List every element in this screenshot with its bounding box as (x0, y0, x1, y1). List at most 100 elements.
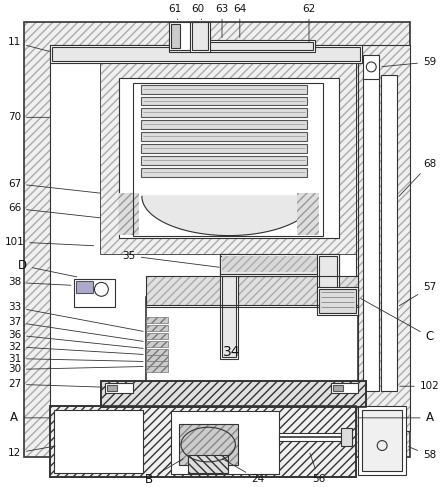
Bar (358, 45, 410, 431)
Text: 38: 38 (8, 278, 71, 287)
Text: 36: 36 (8, 330, 143, 348)
Bar (319, 289, 357, 313)
Text: 31: 31 (8, 354, 143, 364)
Bar (119, 78, 339, 238)
Text: 67: 67 (8, 179, 101, 193)
Text: 27: 27 (8, 379, 103, 389)
Text: 68: 68 (399, 159, 436, 196)
Bar (363, 75, 379, 391)
Text: B: B (145, 459, 183, 486)
Bar (220, 254, 238, 358)
Text: A: A (10, 412, 51, 424)
Bar (24, 22, 410, 457)
Bar (331, 383, 358, 393)
Bar (178, 424, 238, 465)
Bar (54, 410, 143, 473)
Bar (169, 40, 315, 52)
Bar (319, 256, 337, 308)
Text: 62: 62 (302, 3, 316, 42)
Text: 37: 37 (8, 317, 143, 341)
Bar (381, 75, 397, 391)
Bar (358, 45, 410, 431)
Bar (141, 120, 307, 129)
Bar (141, 168, 307, 177)
Bar (333, 385, 343, 391)
Bar (363, 55, 379, 79)
Text: 102: 102 (400, 381, 440, 391)
Bar (146, 360, 168, 366)
Bar (141, 132, 307, 141)
Bar (119, 193, 139, 235)
Text: 24: 24 (222, 459, 264, 484)
Text: D: D (18, 259, 77, 277)
Bar (141, 85, 307, 94)
Bar (101, 60, 357, 254)
Bar (317, 254, 339, 308)
Bar (220, 256, 337, 274)
Bar (101, 60, 357, 254)
Bar (169, 22, 198, 50)
Bar (341, 428, 353, 446)
Bar (362, 410, 402, 471)
Polygon shape (142, 196, 316, 236)
Bar (170, 411, 279, 474)
Bar (146, 333, 168, 339)
Bar (74, 280, 115, 307)
Bar (146, 366, 168, 373)
Text: 60: 60 (192, 3, 205, 20)
Bar (178, 424, 238, 465)
Bar (317, 287, 358, 315)
Bar (279, 432, 347, 441)
Text: 66: 66 (8, 203, 101, 218)
Text: 63: 63 (215, 3, 229, 37)
Bar (50, 45, 362, 63)
Text: 35: 35 (123, 251, 219, 267)
Bar (107, 385, 117, 391)
Bar (146, 349, 168, 355)
Bar (133, 83, 323, 236)
Text: 64: 64 (233, 3, 246, 37)
Text: 101: 101 (4, 237, 94, 247)
Bar (358, 406, 406, 475)
Bar (105, 383, 133, 393)
Text: 33: 33 (8, 302, 143, 331)
Text: 59: 59 (382, 57, 436, 67)
Bar (50, 406, 357, 477)
Bar (141, 156, 307, 165)
Bar (101, 381, 366, 407)
Bar (170, 24, 180, 48)
Bar (188, 455, 228, 473)
Text: 56: 56 (310, 453, 325, 484)
Bar (146, 355, 168, 360)
Text: 61: 61 (168, 3, 181, 20)
Bar (146, 325, 168, 331)
Bar (141, 144, 307, 153)
Bar (50, 45, 357, 431)
Bar (24, 22, 410, 457)
Text: 70: 70 (8, 112, 49, 122)
Bar (190, 22, 210, 52)
Bar (141, 109, 307, 117)
Bar (146, 341, 168, 347)
Text: A: A (359, 412, 434, 424)
Bar (297, 193, 319, 235)
Bar (50, 406, 357, 477)
Bar (146, 276, 358, 305)
Bar (141, 96, 307, 106)
Bar (170, 42, 313, 50)
Bar (146, 297, 358, 402)
Bar (220, 254, 339, 276)
Text: 58: 58 (408, 447, 436, 460)
Bar (146, 317, 168, 323)
Bar (192, 22, 208, 50)
Text: 34: 34 (223, 345, 241, 358)
Bar (101, 381, 366, 407)
Bar (222, 256, 236, 356)
Bar (146, 276, 358, 305)
Bar (75, 281, 94, 293)
Text: 30: 30 (8, 364, 143, 375)
Text: 12: 12 (8, 446, 55, 458)
Text: 11: 11 (8, 37, 49, 52)
Bar (52, 47, 361, 61)
Text: 32: 32 (8, 342, 143, 355)
